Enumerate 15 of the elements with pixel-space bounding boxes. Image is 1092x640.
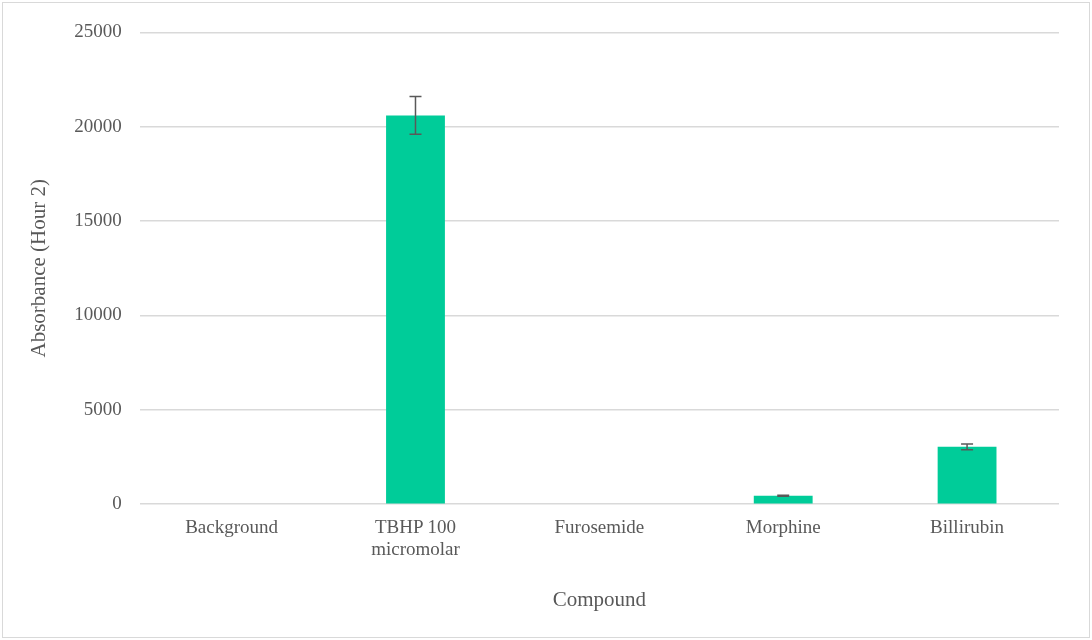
y-tick-label: 25000: [74, 20, 122, 42]
bar: [937, 446, 997, 504]
y-axis-title: Absorbance (Hour 2): [26, 179, 51, 358]
x-tick-label: TBHP 100 micromolar: [371, 515, 461, 560]
y-tick-label: 0: [112, 492, 122, 514]
x-tick-label: Background: [185, 515, 279, 537]
x-axis-title: Compound: [552, 586, 647, 611]
x-tick-label: Furosemide: [554, 515, 645, 537]
y-tick-label: 5000: [83, 397, 122, 419]
x-tick-label: Billirubin: [930, 515, 1005, 537]
y-tick-label: 10000: [74, 303, 122, 325]
y-tick-label: 20000: [74, 114, 122, 136]
y-tick-label: 15000: [74, 209, 122, 231]
bar: [386, 115, 445, 504]
x-tick-label: Morphine: [745, 515, 821, 537]
